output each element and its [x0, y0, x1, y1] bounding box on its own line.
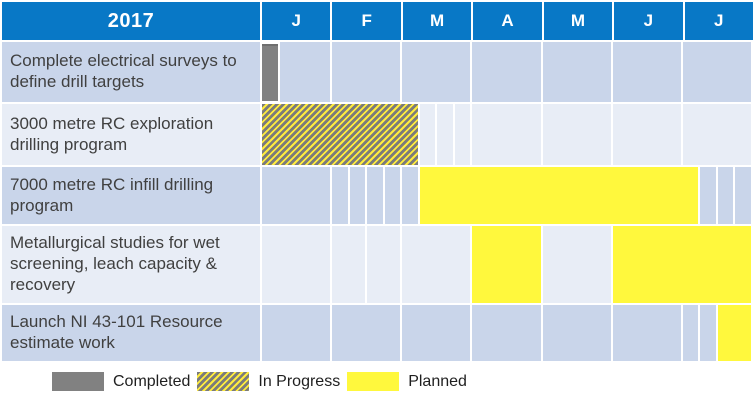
grid-cell [542, 104, 611, 165]
month-label: J [262, 2, 331, 40]
bar-planned [717, 305, 751, 361]
bar-planned [419, 167, 699, 224]
grid-cell [700, 167, 716, 224]
task-label: Launch NI 43-101 Resource estimate work [2, 305, 260, 361]
bar-planned [612, 226, 751, 303]
grid-cell [402, 42, 471, 102]
grid-cell [682, 305, 699, 361]
row-timeline [262, 167, 753, 224]
grid-cell [700, 305, 716, 361]
grid-cell [279, 42, 331, 102]
legend-label-completed: Completed [113, 372, 191, 390]
row-timeline [262, 226, 753, 303]
completed-swatch-icon [52, 372, 104, 391]
task-label: Metallurgical studies for wet screening,… [2, 226, 260, 303]
legend-item-planned: Planned [347, 372, 467, 391]
month-label: J [614, 2, 683, 40]
grid-cell [542, 305, 611, 361]
legend-item-in-progress: In Progress [197, 372, 340, 391]
month-label: F [332, 2, 401, 40]
grid-cell [332, 305, 401, 361]
grid-cell [349, 167, 366, 224]
grid-cell [682, 42, 751, 102]
legend-label-planned: Planned [408, 372, 467, 390]
month-label: M [402, 2, 472, 40]
grid-cell [262, 167, 331, 224]
grid-cell [612, 42, 681, 102]
gantt-row: 3000 metre RC exploration drilling progr… [2, 104, 753, 165]
grid-cell [735, 167, 751, 224]
gantt-row: Metallurgical studies for wet screening,… [2, 226, 753, 303]
bar-planned [472, 226, 541, 303]
grid-cell [472, 305, 541, 361]
grid-cell [454, 104, 471, 165]
grid-cell [262, 226, 331, 303]
month-label: J [684, 2, 753, 40]
grid-cell [682, 104, 751, 165]
in-progress-swatch-icon [197, 372, 250, 391]
month-label: M [543, 2, 613, 40]
grid-cell [612, 305, 681, 361]
gantt-row: Launch NI 43-101 Resource estimate work [2, 305, 753, 361]
grid-cell [612, 104, 681, 165]
grid-cell [542, 42, 611, 102]
task-label: Complete electrical surveys to define dr… [2, 42, 260, 102]
row-timeline [262, 42, 753, 102]
grid-cell [332, 167, 348, 224]
grid-cell [402, 167, 418, 224]
grid-cell [332, 42, 401, 102]
legend-item-completed: Completed [52, 372, 190, 391]
row-timeline [262, 305, 753, 361]
bar-inprogress [262, 104, 418, 165]
task-label: 3000 metre RC exploration drilling progr… [2, 104, 260, 165]
grid-cell [332, 226, 366, 303]
grid-cell [419, 104, 436, 165]
row-timeline [262, 104, 753, 165]
gantt-row: Complete electrical surveys to define dr… [2, 42, 753, 102]
grid-cell [367, 167, 383, 224]
grid-cell [402, 226, 471, 303]
grid-cell [717, 167, 734, 224]
planned-swatch-icon [347, 372, 400, 391]
grid-cell [367, 226, 401, 303]
grid-cell [542, 226, 611, 303]
grid-cell [437, 104, 453, 165]
grid-cell [472, 42, 541, 102]
grid-cell [384, 167, 401, 224]
grid-cell [472, 104, 541, 165]
legend: Completed In Progress Planned [52, 372, 467, 391]
grid-cell [402, 305, 471, 361]
year-header: 2017 [2, 2, 260, 40]
task-label: 7000 metre RC infill drilling program [2, 167, 260, 224]
legend-label-in-progress: In Progress [258, 372, 341, 390]
grid-cell [262, 305, 331, 361]
bar-completed [262, 44, 278, 101]
month-label: A [473, 2, 542, 40]
gantt-row: 7000 metre RC infill drilling program [2, 167, 753, 224]
